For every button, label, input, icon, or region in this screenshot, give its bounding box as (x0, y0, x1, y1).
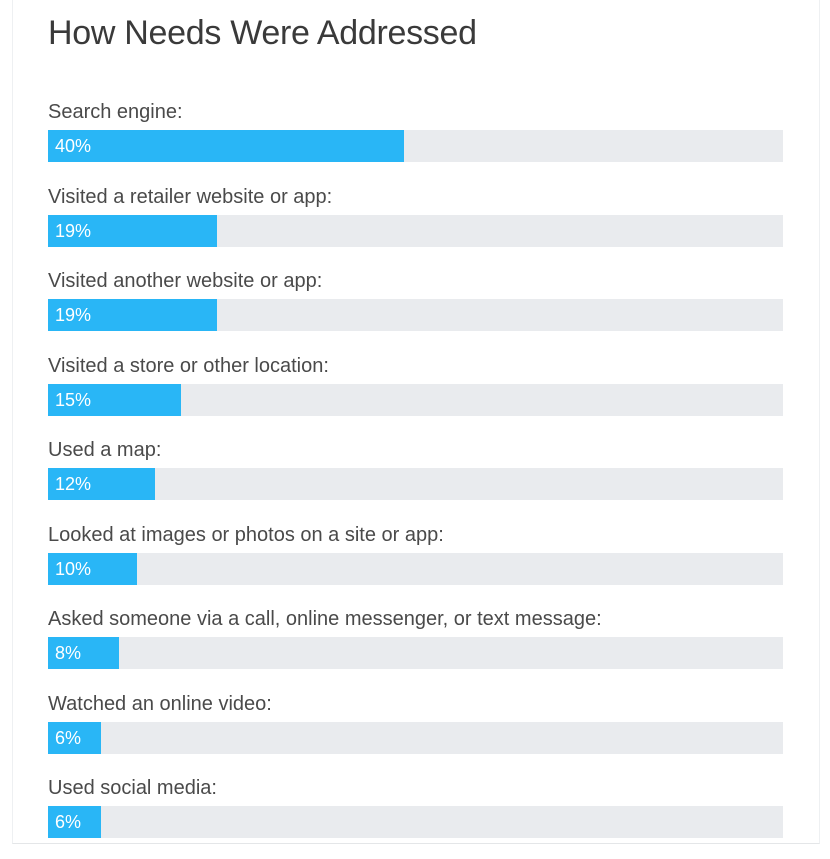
bar-category-label: Visited a store or other location: (48, 354, 329, 377)
bar-track: 19% (48, 214, 783, 247)
bar-fill (48, 721, 101, 754)
bar-fill (48, 214, 217, 247)
bar-value-label: 40% (55, 136, 92, 156)
bar-track: 15% (48, 383, 783, 416)
bar-row: Used social media: 6% (48, 774, 783, 859)
bar-fill (48, 806, 101, 838)
bar-value-label: 15% (55, 389, 92, 410)
bar-track: 10% (48, 552, 783, 585)
bar-track: 12% (48, 468, 783, 500)
bar-category-label: Asked someone via a call, online messeng… (48, 608, 602, 630)
bar-row: Asked someone via a call, online messeng… (48, 605, 783, 690)
bar-category-label: Visited another website or app: (48, 270, 323, 292)
bar-value-label: 6% (55, 812, 82, 832)
bar-row: Visited another website or app: 19% (48, 267, 783, 352)
bar-value-label: 6% (55, 727, 82, 748)
bar-row: Search engine: 40% (48, 98, 783, 183)
bar-fill (48, 130, 404, 162)
bar-row: Watched an online video: 6% (48, 690, 783, 775)
bar-value-label: 19% (55, 305, 92, 325)
chart-frame (12, 0, 820, 844)
bar-fill (48, 383, 181, 416)
bar-row: Visited a store or other location: 15% (48, 352, 783, 437)
chart-title: How Needs Were Addressed (48, 14, 477, 52)
bar-fill (48, 552, 137, 585)
bar-fill (48, 299, 217, 331)
bar-category-label: Used a map: (48, 439, 162, 461)
bar-value-label: 19% (55, 220, 92, 241)
bar-fill (48, 637, 119, 669)
bar-category-label: Visited a retailer website or app: (48, 185, 333, 208)
bar-row: Used a map: 12% (48, 436, 783, 521)
bar-track: 19% (48, 299, 783, 331)
bar-value-label: 12% (55, 474, 92, 494)
bar-category-label: Watched an online video: (48, 692, 272, 715)
bar-row: Visited a retailer website or app: 19% (48, 183, 783, 268)
bar-list: Search engine: 40% Visited a retailer webs… (48, 98, 783, 859)
bar-value-label: 8% (55, 643, 82, 663)
bar-track: 6% (48, 721, 783, 754)
bar-fill (48, 468, 155, 500)
bar-category-label: Search engine: (48, 101, 183, 123)
bar-row: Looked at images or photos on a site or … (48, 521, 783, 606)
bar-value-label: 10% (55, 558, 92, 579)
bar-category-label: Used social media: (48, 777, 217, 799)
bar-category-label: Looked at images or photos on a site or … (48, 523, 444, 546)
bar-track: 40% (48, 130, 783, 162)
bar-track: 6% (48, 806, 783, 838)
bar-track: 8% (48, 637, 783, 669)
